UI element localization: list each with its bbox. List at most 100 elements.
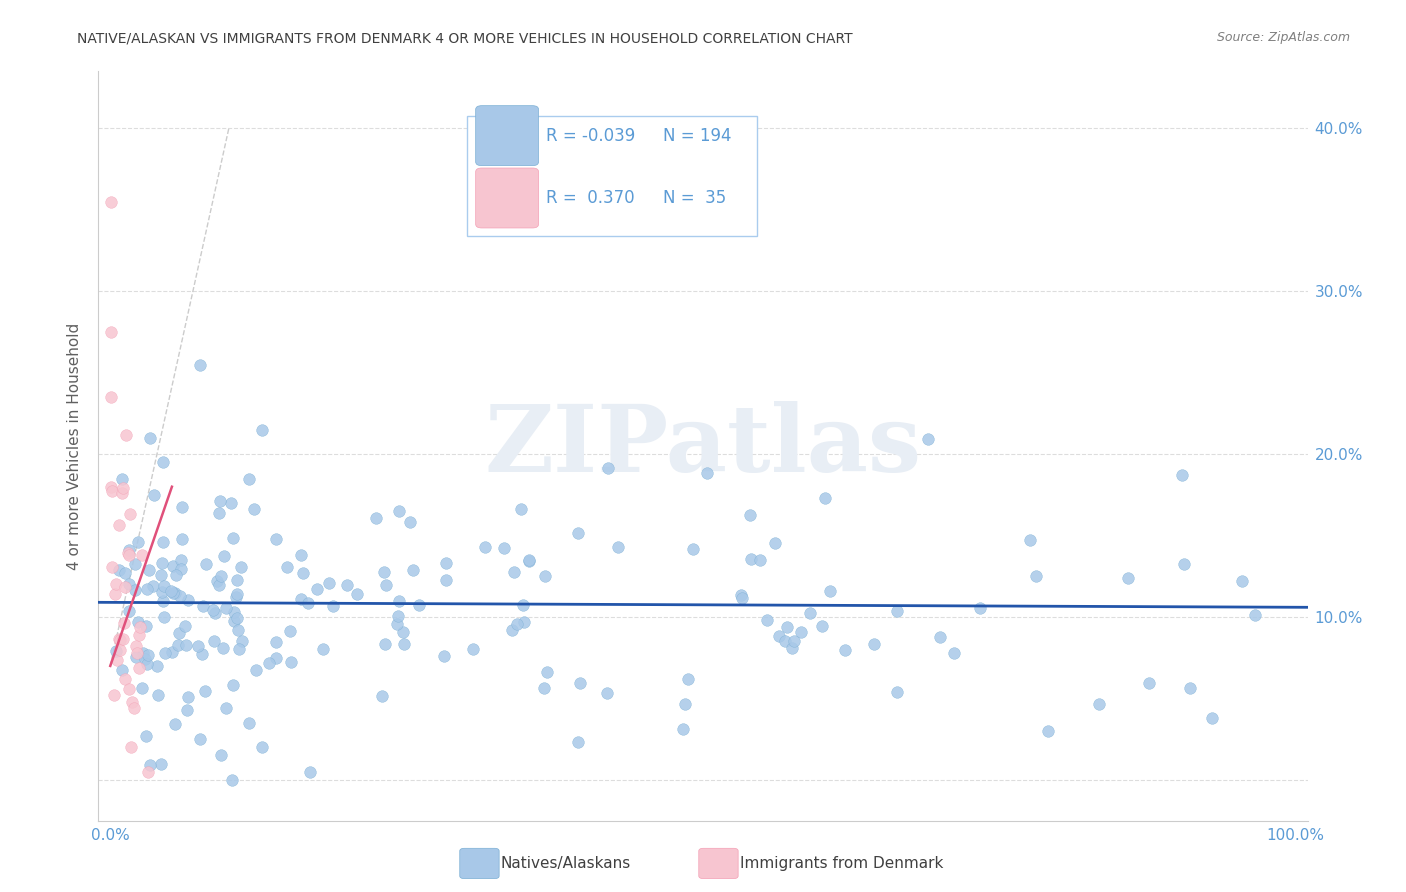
Text: ZIPatlas: ZIPatlas [485, 401, 921, 491]
Point [943, 646, 966, 660]
Point [782, 640, 804, 655]
Point [278, 624, 301, 638]
Point [176, 703, 198, 717]
Point [148, 688, 170, 702]
Point [136, 648, 159, 663]
Point [402, 563, 425, 577]
Point [204, 607, 226, 621]
Point [132, 646, 155, 660]
Point [153, 646, 176, 660]
Point [100, 194, 122, 209]
Point [513, 615, 536, 629]
Point [266, 651, 288, 665]
Point [1171, 468, 1194, 483]
Point [118, 577, 141, 591]
Point [105, 643, 128, 657]
Point [174, 638, 197, 652]
Point [174, 619, 197, 633]
Point [101, 560, 124, 574]
Point [208, 506, 231, 520]
Point [392, 636, 415, 650]
Point [163, 716, 186, 731]
Point [276, 560, 298, 574]
Point [205, 574, 228, 588]
Point [568, 675, 591, 690]
Point [153, 610, 176, 624]
Point [502, 565, 524, 579]
Point [128, 620, 150, 634]
Point [346, 587, 368, 601]
Point [226, 587, 249, 601]
Point [125, 650, 148, 665]
Point [385, 617, 408, 632]
Point [152, 535, 174, 549]
Text: R =  0.370: R = 0.370 [546, 189, 634, 207]
Point [517, 553, 540, 567]
Point [125, 646, 148, 660]
Point [292, 566, 315, 580]
Point [118, 507, 141, 521]
Text: R = -0.039: R = -0.039 [546, 127, 636, 145]
Point [534, 569, 557, 583]
Point [118, 603, 141, 617]
Point [814, 491, 837, 505]
Point [366, 511, 388, 525]
Point [152, 455, 174, 469]
Point [107, 632, 129, 647]
Point [110, 486, 132, 500]
FancyBboxPatch shape [475, 168, 538, 228]
Point [110, 643, 132, 657]
Point [1178, 681, 1201, 695]
Point [773, 634, 796, 648]
Point [152, 594, 174, 608]
FancyBboxPatch shape [467, 116, 758, 236]
Point [191, 599, 214, 614]
Point [1201, 711, 1223, 725]
Y-axis label: 4 or more Vehicles in Household: 4 or more Vehicles in Household [67, 322, 83, 570]
Point [101, 483, 124, 498]
Point [886, 685, 908, 699]
Point [297, 596, 319, 610]
Point [783, 634, 806, 648]
Point [834, 643, 856, 657]
Point [731, 591, 754, 605]
Point [177, 593, 200, 607]
Point [117, 546, 139, 560]
Point [280, 655, 302, 669]
Point [127, 535, 149, 549]
Point [194, 683, 217, 698]
Point [730, 588, 752, 602]
Point [231, 633, 253, 648]
Point [250, 740, 273, 755]
Point [811, 618, 834, 632]
Point [433, 648, 456, 663]
Point [162, 558, 184, 573]
Point [596, 685, 619, 699]
Point [202, 634, 225, 648]
Point [305, 582, 328, 596]
Point [135, 729, 157, 743]
Point [1036, 724, 1059, 739]
Point [209, 748, 232, 763]
Text: Immigrants from Denmark: Immigrants from Denmark [740, 856, 943, 871]
Point [917, 432, 939, 446]
Point [1025, 569, 1047, 583]
Point [100, 325, 122, 339]
Point [969, 601, 991, 615]
Point [191, 647, 214, 661]
Point [208, 494, 231, 508]
Point [238, 716, 260, 731]
Point [776, 620, 799, 634]
Point [506, 617, 529, 632]
Point [142, 579, 165, 593]
Point [163, 586, 186, 600]
Point [143, 488, 166, 502]
Point [188, 732, 211, 747]
Point [108, 632, 131, 647]
Point [226, 573, 249, 587]
Point [117, 542, 139, 557]
Point [111, 472, 134, 486]
Point [221, 772, 243, 787]
Point [146, 659, 169, 673]
Point [208, 578, 231, 592]
